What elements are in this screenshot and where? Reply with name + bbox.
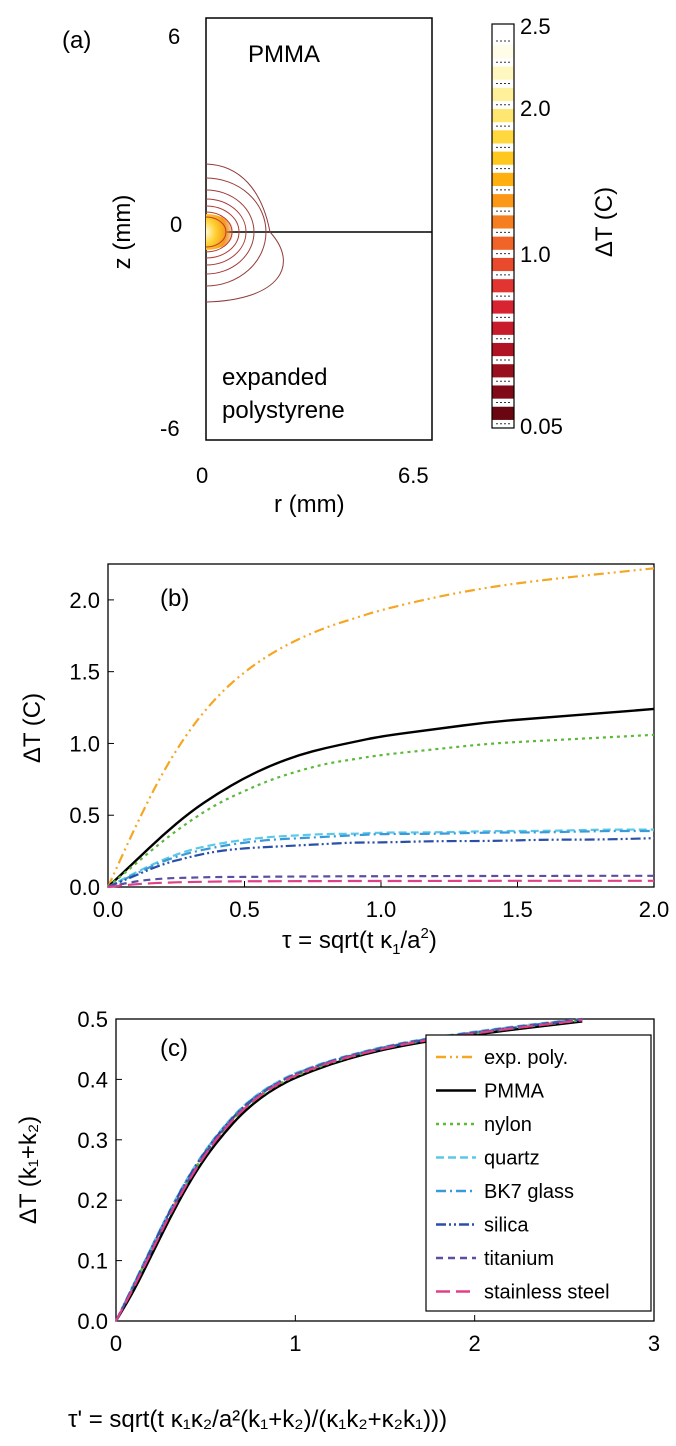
legend-label-quartz: quartz [484,1148,540,1170]
x-tick-label: 1.5 [502,897,533,922]
polystyrene-region-label-1: expanded [222,364,327,391]
colorbar-band [492,67,514,80]
legend-label-nylon: nylon [484,1114,532,1136]
y-tick-label: 0.0 [69,875,100,900]
y-tick-label: 0.5 [69,803,100,828]
series-line-nylon [108,735,654,887]
r-tick-max: 6.5 [398,463,429,488]
panel-c-xlabel: τ' = sqrt(t κ₁κ₂/a²(k₁+k₂)/(κ₁k₂+κ₂k₁))) [68,1406,447,1433]
x-tick-label: 0 [110,1331,122,1356]
x-tick-label: 2 [469,1331,481,1356]
colorbar-tick-2-5: 2.5 [520,14,551,39]
y-tick-label: 1.5 [69,660,100,685]
x-tick-label: 1 [289,1331,301,1356]
z-tick-bottom: -6 [160,416,180,441]
y-tick-label: 0.4 [77,1067,108,1092]
colorbar-band [492,194,514,207]
x-tick-label: 2.0 [639,897,670,922]
legend-label-titanium: titanium [484,1248,554,1270]
colorbar-band [492,364,514,377]
colorbar-band [492,343,514,356]
legend-label-silica: silica [484,1215,529,1237]
colorbar-band [492,130,514,143]
colorbar-band [492,322,514,335]
series-line-exp_poly [108,568,654,887]
colorbar-band [492,24,514,37]
legend-label-bk7: BK7 glass [484,1181,574,1203]
x-tick-label: 0.5 [229,897,260,922]
y-tick-label: 0.0 [77,1309,108,1334]
panel-b-ylabel: ΔT (C) [19,693,46,763]
series-line-silica [108,838,654,887]
y-tick-label: 0.3 [77,1128,108,1153]
r-tick-0: 0 [196,463,208,488]
colorbar [492,24,514,428]
panel-c-label: (c) [160,1035,188,1062]
colorbar-band [492,215,514,228]
colorbar-tick-1-0: 1.0 [520,242,551,267]
colorbar-band [492,300,514,313]
y-tick-label: 0.2 [77,1188,108,1213]
colorbar-band [492,385,514,398]
x-tick-label: 1.0 [366,897,397,922]
y-tick-label: 0.5 [77,1007,108,1032]
colorbar-label: ΔT (C) [591,187,618,257]
colorbar-band [492,173,514,186]
panel-b-xlabel: τ = sqrt(t κ1/a2) [282,925,437,958]
series-line-pmma [108,709,654,887]
x-tick-label: 0.0 [93,897,124,922]
panel-a-label: (a) [62,27,91,54]
polystyrene-region-label-2: polystyrene [222,397,345,424]
colorbar-band [492,407,514,420]
legend-label-pmma: PMMA [484,1081,545,1103]
panel-c: (c) ΔT (k₁+k₂) τ' = sqrt(t κ₁κ₂/a²(k₁+k₂… [15,1007,660,1433]
colorbar-tick-0-05: 0.05 [520,414,563,439]
colorbar-band [492,45,514,58]
panel-a: (a) PMMA expanded polystyrene 6 [62,14,618,518]
colorbar-tick-2-0: 2.0 [520,96,551,121]
z-tick-top: 6 [168,24,180,49]
colorbar-band [492,279,514,292]
x-tick-label: 3 [648,1331,660,1356]
z-tick-mid: 0 [170,212,182,237]
pmma-region-label: PMMA [248,41,320,68]
colorbar-band [492,152,514,165]
colorbar-band [492,109,514,122]
panel-c-ylabel: ΔT (k₁+k₂) [15,1116,42,1224]
y-tick-label: 0.1 [77,1249,108,1274]
series-line-quartz [108,830,654,887]
colorbar-band [492,258,514,271]
series-line-bk7 [108,831,654,887]
plot-frame [108,564,654,887]
colorbar-band [492,237,514,250]
legend-label-exp_poly: exp. poly. [484,1047,568,1069]
colorbar-band [492,88,514,101]
legend-label-stainless: stainless steel [484,1282,610,1304]
panel-a-xlabel: r (mm) [274,491,345,518]
y-tick-label: 1.0 [69,731,100,756]
panel-a-ylabel: z (mm) [109,195,136,270]
y-tick-label: 2.0 [69,588,100,613]
panel-b: (b) ΔT (C) τ = sqrt(t κ1/a2) 0.0 0.5 1.0 1.… [19,564,669,958]
panel-b-label: (b) [160,585,189,612]
